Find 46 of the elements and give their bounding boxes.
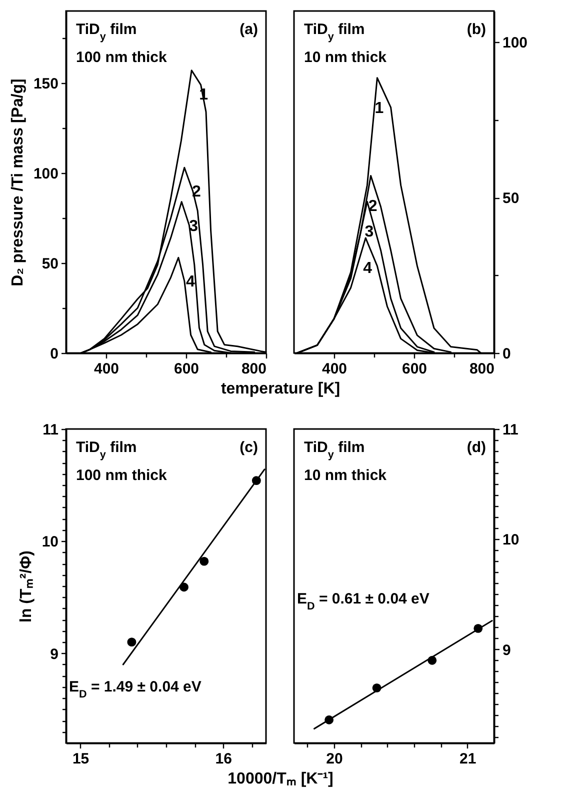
annotation: (d) — [466, 439, 486, 456]
y-tick-label: 50 — [42, 256, 58, 272]
annotation: TiD$_{y}$ film — [76, 439, 137, 461]
annotation: (b) — [466, 21, 486, 38]
series-label: 4 — [363, 260, 372, 277]
x-axis-title: 10000/Tₘ [K⁻¹] — [228, 770, 334, 788]
x-tick-label: 800 — [241, 360, 266, 378]
y-tick-label: 100 — [502, 34, 528, 52]
y-tick-label: 100 — [33, 166, 58, 182]
annotation: 10 nm thick — [304, 49, 388, 66]
y-tick-label: 0 — [50, 346, 58, 362]
series-label: 4 — [186, 274, 195, 291]
x-tick-label: 15 — [72, 750, 90, 768]
x-tick-label: 600 — [174, 360, 200, 378]
annotation: 10 nm thick — [304, 467, 388, 484]
annotation: TiD$_{y}$ film — [304, 439, 365, 461]
x-tick-label: 21 — [459, 750, 476, 768]
annotation: 100 nm thick — [76, 467, 168, 484]
annotation: E$_{D}$ = 0.61 ± 0.04 eV — [297, 590, 430, 613]
x-tick-label: 400 — [322, 360, 348, 378]
y-tick-label: 150 — [33, 76, 58, 92]
annotation: (c) — [240, 439, 258, 456]
series-label: 3 — [189, 218, 198, 235]
annotation: 100 nm thick — [76, 49, 168, 66]
x-tick-label: 20 — [326, 750, 343, 768]
x-tick-label: 600 — [402, 360, 428, 378]
x-tick-label: 16 — [215, 750, 232, 768]
y-tick-label: 50 — [502, 190, 520, 208]
y-tick-label: 11 — [502, 422, 518, 438]
y-axis-title: D₂ pressure /Ti mass [Pa/g] — [9, 78, 26, 286]
x-tick-label: 400 — [94, 360, 120, 378]
y-tick-label: 9 — [502, 642, 511, 659]
y-tick-label: 9 — [50, 646, 58, 663]
y-axis-title: ln (Tₘ²/Φ) — [18, 550, 35, 622]
y-tick-label: 10 — [502, 532, 520, 549]
annotation: (a) — [240, 21, 258, 38]
y-tick-label: 0 — [502, 346, 511, 362]
annotation: TiD$_{y}$ film — [304, 21, 365, 43]
series-label: 3 — [364, 224, 374, 241]
annotation: TiD$_{y}$ film — [76, 21, 137, 43]
x-axis-title: temperature [K] — [220, 380, 340, 398]
y-tick-label: 11 — [42, 422, 58, 438]
annotation: E$_{D}$ = 1.49 ± 0.04 eV — [69, 678, 202, 700]
y-tick-label: 10 — [42, 534, 58, 551]
x-tick-label: 800 — [469, 360, 494, 378]
series-label: 1 — [374, 100, 384, 117]
